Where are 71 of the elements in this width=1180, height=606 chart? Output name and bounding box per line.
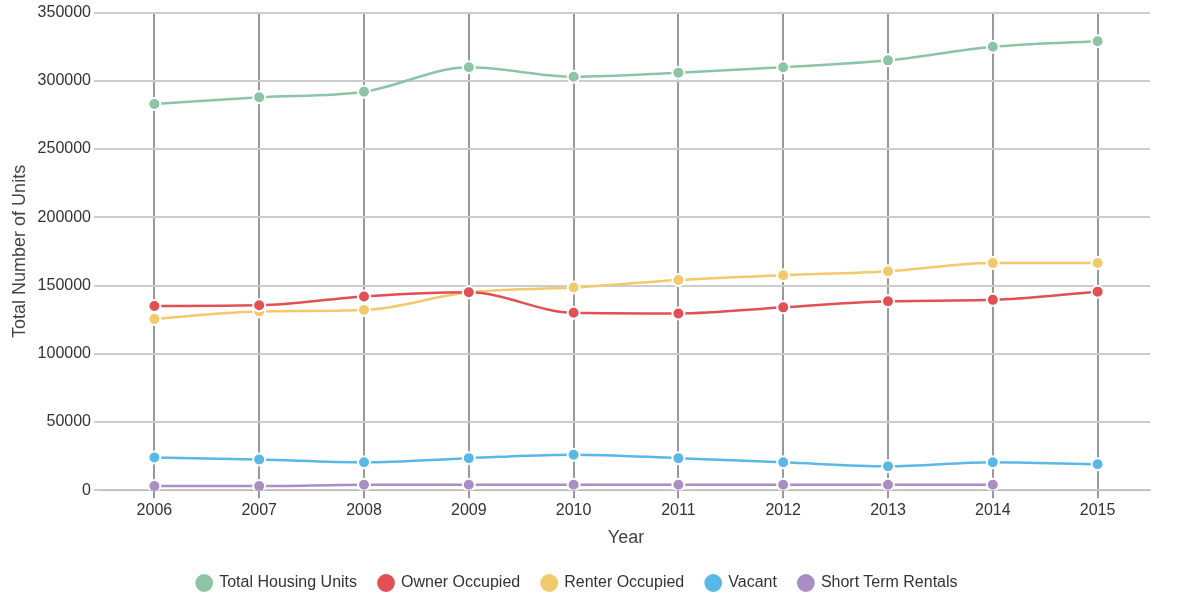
- x-tick-label: 2007: [241, 501, 278, 519]
- point: [1090, 256, 1105, 270]
- legend-label: Vacant: [728, 573, 778, 591]
- point: [461, 477, 476, 491]
- point: [671, 273, 686, 288]
- point: [461, 451, 476, 466]
- point: [566, 280, 581, 295]
- point: [776, 300, 791, 315]
- point: [1090, 457, 1105, 472]
- point: [985, 39, 1000, 54]
- x-tick-label: 2012: [765, 501, 802, 519]
- point: [356, 477, 371, 491]
- point: [671, 306, 686, 321]
- x-tick-label: 2009: [451, 501, 487, 519]
- point: [1090, 284, 1105, 299]
- point: [1090, 34, 1105, 49]
- point: [776, 477, 791, 491]
- y-tick-label: 300000: [37, 71, 92, 89]
- point: [252, 479, 267, 491]
- y-tick-label: 150000: [37, 275, 92, 293]
- point: [985, 477, 1000, 491]
- legend-label: Owner Occupied: [401, 573, 521, 591]
- point: [356, 289, 371, 304]
- point: [881, 53, 895, 68]
- y-axis-title: Total Number of Units: [8, 164, 29, 338]
- point: [881, 264, 895, 279]
- legend-label: Total Housing Units: [219, 573, 358, 591]
- x-axis-title: Year: [607, 527, 645, 548]
- point: [252, 298, 267, 313]
- point: [881, 294, 895, 309]
- x-tick-label: 2011: [661, 501, 696, 519]
- x-tick-label: 2015: [1079, 501, 1116, 519]
- point: [566, 69, 581, 84]
- x-tick-label: 2014: [975, 501, 1011, 519]
- x-tick-label: 2013: [870, 501, 906, 519]
- legend-label: Renter Occupied: [564, 573, 685, 591]
- point: [461, 60, 476, 75]
- point: [566, 447, 581, 462]
- point: [566, 305, 581, 320]
- y-tick-label: 250000: [37, 139, 92, 157]
- x-tick-label: 2006: [136, 501, 173, 519]
- y-tick-label: 50000: [46, 412, 92, 430]
- x-tick-label: 2008: [346, 501, 382, 519]
- point: [985, 455, 1000, 470]
- point: [252, 452, 267, 467]
- point: [147, 450, 162, 465]
- y-tick-label: 200000: [37, 207, 92, 225]
- point: [147, 298, 162, 313]
- point: [881, 477, 895, 491]
- point: [776, 60, 791, 75]
- point: [985, 292, 1000, 307]
- point: [776, 455, 791, 470]
- point: [356, 84, 371, 99]
- point: [566, 477, 581, 491]
- point: [356, 303, 371, 318]
- point: [671, 451, 686, 466]
- y-tick-label: 100000: [37, 344, 92, 362]
- point: [147, 479, 162, 491]
- y-tick-label: 0: [82, 480, 92, 498]
- point: [356, 455, 371, 470]
- point: [147, 311, 162, 326]
- point: [671, 65, 686, 80]
- point: [776, 268, 791, 283]
- x-tick-label: 2010: [555, 501, 592, 519]
- point: [671, 477, 686, 491]
- point: [147, 97, 162, 112]
- y-tick-label: 350000: [37, 3, 92, 21]
- legend-label: Short Term Rentals: [820, 573, 958, 591]
- point: [985, 256, 1000, 270]
- point: [252, 90, 267, 105]
- point: [881, 459, 895, 474]
